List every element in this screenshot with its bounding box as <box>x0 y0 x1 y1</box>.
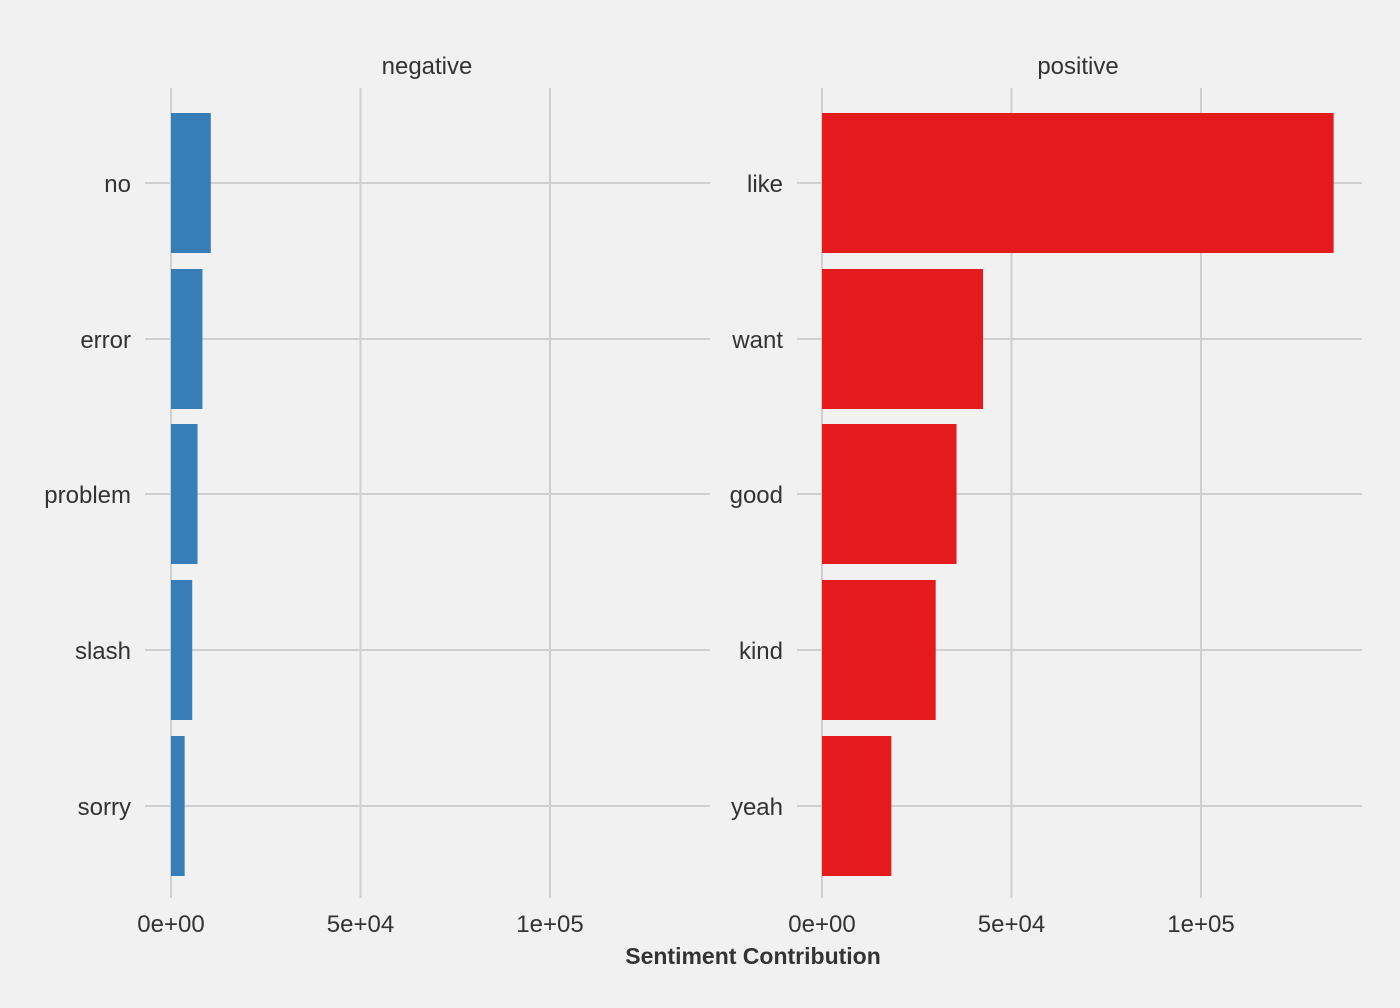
facet-panel-negative: negative no error problem slash sorry 0e+00 5e+… <box>44 53 710 938</box>
x-tick-label: 5e+04 <box>327 911 394 938</box>
bar-error <box>171 269 203 409</box>
y-tick-label: good <box>730 482 783 509</box>
bar-like <box>822 113 1334 253</box>
x-tick-label: 5e+04 <box>978 911 1045 938</box>
y-tick-label: want <box>731 327 783 354</box>
x-tick-label: 0e+00 <box>137 911 204 938</box>
bar-want <box>822 269 984 409</box>
bar-yeah <box>822 736 892 876</box>
y-tick-label: no <box>104 171 131 198</box>
facet-title: positive <box>1037 53 1118 80</box>
y-tick-label: sorry <box>78 794 131 821</box>
y-tick-label: kind <box>739 638 783 665</box>
y-tick-label: like <box>747 171 783 198</box>
y-tick-label: slash <box>75 638 131 665</box>
bar-no <box>171 113 211 253</box>
x-tick-label: 1e+05 <box>1167 911 1234 938</box>
bar-problem <box>171 424 198 564</box>
x-axis-title: Sentiment Contribution <box>625 943 881 969</box>
y-tick-label: yeah <box>731 794 783 821</box>
bar-slash <box>171 580 193 720</box>
x-tick-label: 0e+00 <box>788 911 855 938</box>
facets-layer: negative no error problem slash sorry 0e+00 5e+… <box>44 53 1362 938</box>
x-tick-label: 1e+05 <box>516 911 583 938</box>
y-tick-label: error <box>80 327 131 354</box>
facet-title: negative <box>382 53 473 80</box>
bar-kind <box>822 580 936 720</box>
y-tick-label: problem <box>44 482 131 509</box>
bar-good <box>822 424 957 564</box>
facet-panel-positive: positive like want good kind yeah 0e+00 5e+04 1e… <box>730 53 1362 938</box>
bar-sorry <box>171 736 185 876</box>
